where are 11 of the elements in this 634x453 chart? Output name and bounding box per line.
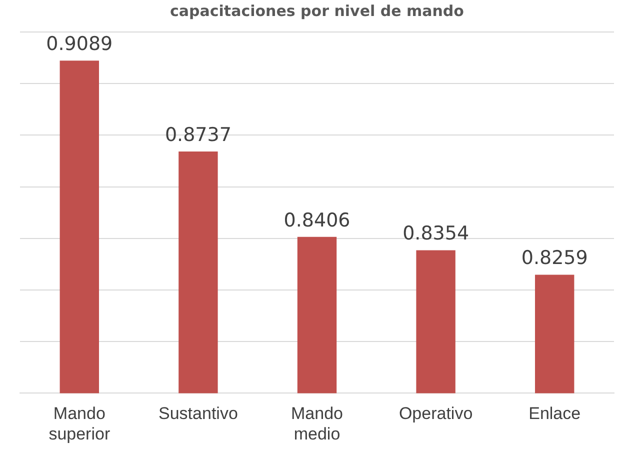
data-label: 0.8259 xyxy=(521,247,588,270)
data-label: 0.8406 xyxy=(284,209,350,232)
data-label: 0.9089 xyxy=(46,33,113,56)
data-label: 0.8354 xyxy=(402,222,470,245)
x-tick-label: Enlace xyxy=(528,404,581,424)
data-label: 0.8737 xyxy=(164,124,232,146)
x-tick-label: Operativo xyxy=(398,404,473,424)
x-tick-label: Mando medio xyxy=(291,404,343,444)
chart-title: capacitaciones por nivel de mando xyxy=(169,1,465,22)
x-tick-label: Sustantivo xyxy=(158,404,238,424)
x-tick-label: Mando superior xyxy=(48,404,110,444)
